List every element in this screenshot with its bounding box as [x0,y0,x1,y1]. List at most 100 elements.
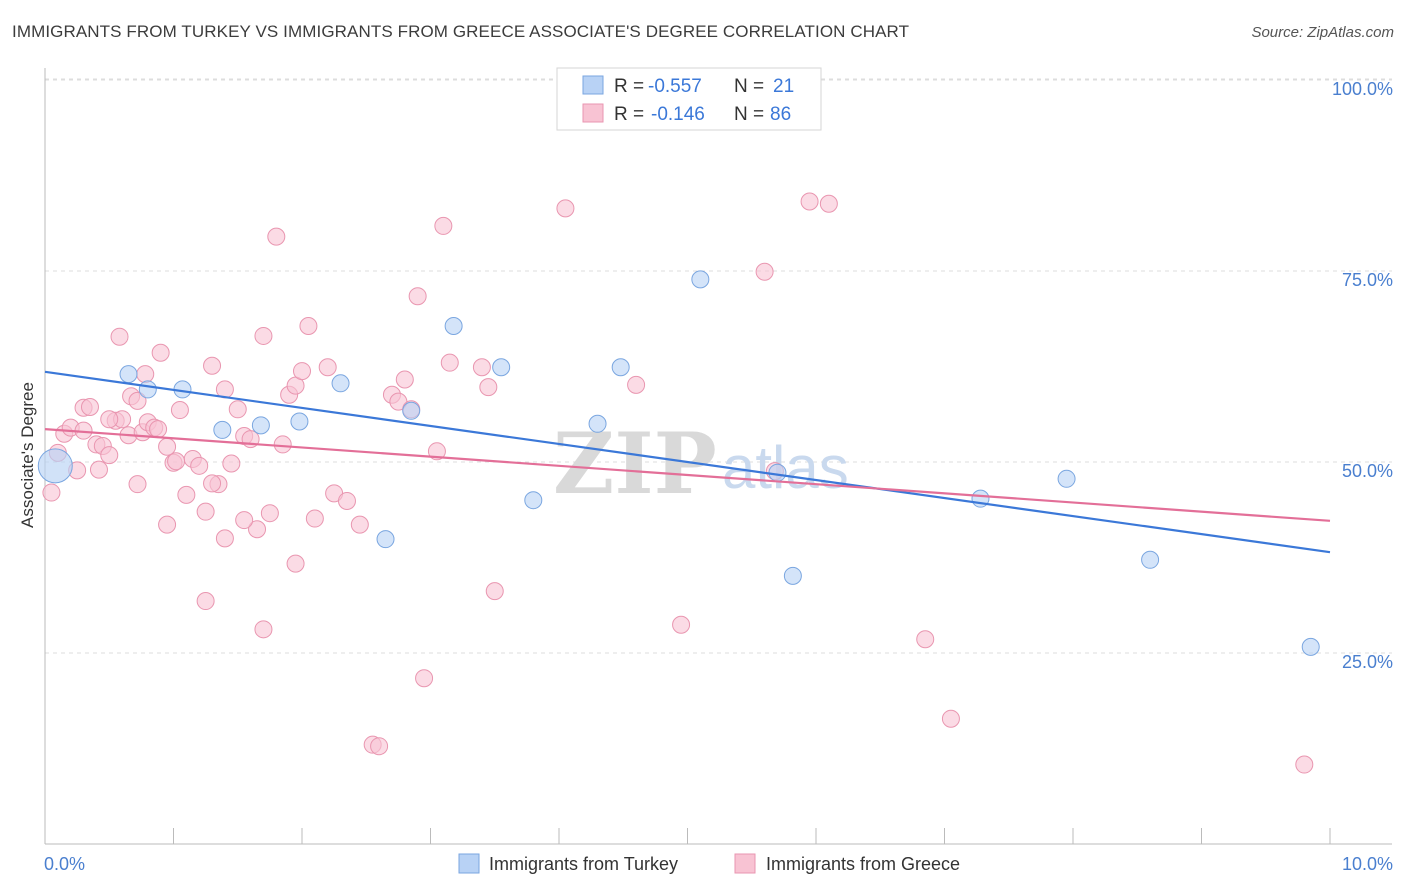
axes [44,68,1392,845]
point-greece-36 [248,520,267,539]
trend-lines [44,370,1331,554]
point-greece-14 [89,460,108,479]
point-greece-43 [293,362,311,381]
legend-r-value-greece: -0.146 [651,104,705,125]
point-greece-75 [158,515,177,534]
bottom-legend-label-greece: Immigrants from Greece [766,854,960,874]
y-tick-label-0: 25.0% [1342,652,1393,672]
trend-line-turkey [44,370,1331,554]
point-greece-40 [273,435,292,454]
point-turkey-9 [402,401,421,420]
point-greece-22 [158,437,177,456]
point-turkey-17 [783,566,802,585]
point-turkey-0 [37,448,73,484]
point-greece-54 [395,370,414,389]
bottom-legend-label-turkey: Immigrants from Turkey [489,854,678,874]
bottom-legend-swatch-turkey [458,853,480,874]
point-turkey-21 [1301,637,1320,656]
point-turkey-14 [611,358,630,377]
point-greece-33 [228,400,247,419]
point-turkey-10 [444,317,463,336]
bottom-legend-swatch-greece [734,853,756,874]
point-turkey-20 [1141,550,1160,569]
tick-labels: 25.0% 50.0% 75.0% 100.0% 0.0% 10.0% [44,79,1393,874]
point-greece-32 [222,454,241,473]
x-tick-label-1: 10.0% [1342,854,1393,874]
point-greece-37 [254,326,273,345]
point-turkey-1 [119,365,138,384]
point-greece-38 [260,504,279,523]
point-greece-56 [408,287,427,306]
point-turkey-7 [331,374,350,393]
legend-swatch-greece [582,103,604,123]
point-greece-27 [190,456,209,475]
legend-n-value-turkey: 21 [773,76,794,97]
point-greece-46 [318,358,337,377]
point-greece-62 [479,378,498,397]
point-greece-84 [149,420,168,439]
point-greece-82 [100,410,119,429]
point-greece-71 [916,630,935,649]
point-turkey-15 [691,270,710,289]
grid-lines [45,78,1392,654]
point-greece-78 [254,620,273,639]
point-greece-81 [203,474,222,493]
point-greece-25 [177,485,196,504]
point-greece-15 [110,327,129,346]
y-tick-label-3: 100.0% [1332,79,1393,99]
correlation-legend: R = -0.557 N = 21 R = -0.146 N = 86 [556,67,822,131]
series-legend: Immigrants from Turkey Immigrants from G… [458,853,960,874]
point-turkey-8 [376,530,395,549]
point-greece-64 [556,199,575,218]
point-greece-80 [235,511,254,530]
point-turkey-11 [492,358,511,377]
point-greece-49 [350,515,369,534]
point-greece-83 [136,365,155,384]
point-greece-60 [440,353,459,372]
legend-n-value-greece: 86 [770,104,791,125]
point-turkey-6 [290,412,309,431]
point-greece-69 [800,192,819,211]
point-turkey-2 [138,380,157,399]
legend-r-value-turkey: -0.557 [648,76,702,97]
watermark: ZIP atlas [553,414,849,513]
point-greece-57 [415,669,434,688]
point-greece-79 [286,554,305,573]
legend-r-label-greece: R = [614,104,644,125]
point-turkey-12 [524,491,543,510]
point-greece-9 [100,446,119,465]
point-greece-24 [170,401,189,420]
point-turkey-4 [213,420,232,439]
point-greece-74 [128,475,147,494]
point-greece-85 [167,452,186,471]
legend-n-label-turkey: N = [734,76,764,97]
point-greece-61 [472,358,491,377]
source-label: Source: ZipAtlas.com [1251,24,1394,41]
point-greece-45 [305,509,324,528]
point-greece-70 [819,194,838,213]
point-turkey-5 [251,416,270,435]
point-greece-77 [215,529,234,548]
legend-swatch-turkey [582,75,604,95]
watermark-atlas: atlas [722,434,849,501]
point-greece-72 [941,709,960,728]
point-greece-21 [151,343,170,362]
point-greece-63 [485,582,504,601]
legend-n-label-greece: N = [734,104,764,125]
point-greece-29 [203,356,222,375]
point-greece-58 [427,442,446,461]
point-greece-73 [1295,755,1314,774]
point-greece-28 [196,502,215,521]
point-turkey-19 [1057,469,1076,488]
legend-r-label-turkey: R = [614,76,644,97]
point-turkey-13 [588,414,607,433]
watermark-zip: ZIP [553,414,717,513]
point-greece-66 [672,615,691,634]
data-points [37,192,1320,774]
trend-line-greece [44,428,1331,522]
point-greece-39 [267,227,286,246]
y-axis-title: Associate's Degree [18,382,37,528]
point-greece-51 [370,737,389,756]
point-greece-44 [299,317,318,336]
